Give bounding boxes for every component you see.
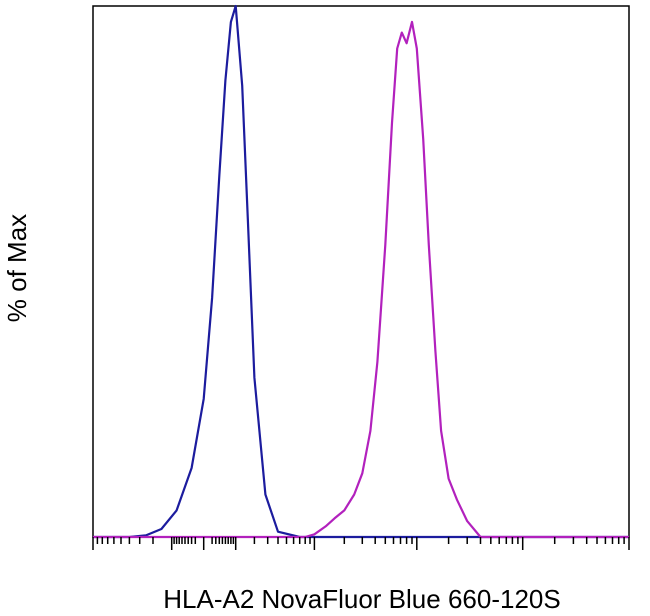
x-axis-label: HLA-A2 NovaFluor Blue 660-120S [163, 584, 560, 614]
series-layer [93, 4, 629, 539]
series-line-1 [93, 4, 629, 539]
plot-frame [92, 5, 630, 538]
x-axis-ticks [92, 537, 630, 550]
series-line-2 [93, 20, 629, 539]
y-axis-label: % of Max [2, 214, 32, 322]
